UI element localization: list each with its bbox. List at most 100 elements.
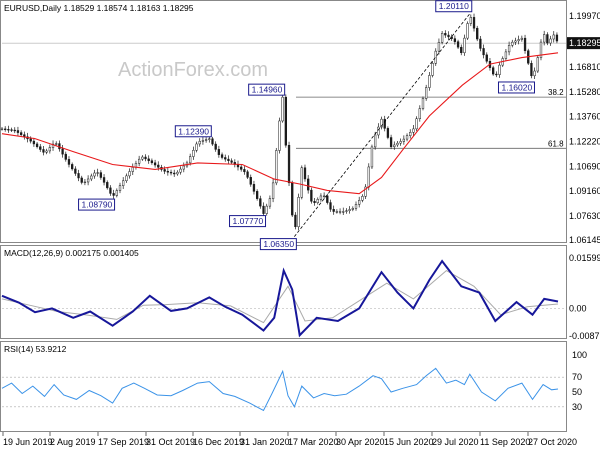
candle-body (112, 193, 115, 196)
candle-body (549, 38, 552, 44)
candle-body (74, 168, 77, 174)
price-label-text: 1.06350 (263, 239, 294, 249)
candle-body (128, 171, 131, 177)
candle-body (316, 199, 319, 203)
candle-body (230, 160, 233, 163)
price-tick-label: 1.15280 (569, 87, 600, 97)
candle-body (77, 173, 80, 179)
candle-body (214, 143, 217, 150)
x-tick-label: 27 Oct 2020 (528, 437, 577, 447)
candle-body (275, 150, 278, 184)
candle-body (552, 34, 555, 40)
candle-body (498, 64, 501, 75)
candle-body (348, 209, 351, 211)
candle-body (109, 187, 112, 194)
current-price-box (567, 37, 600, 50)
candle-body (370, 146, 374, 168)
candle-body (367, 166, 370, 188)
watermark: ActionForex.com (118, 59, 268, 81)
price-label-text: 1.12390 (178, 126, 209, 136)
candle-body (476, 27, 479, 40)
candle-body (469, 17, 472, 24)
candle-body (144, 156, 147, 160)
candle-body (300, 167, 303, 198)
candle-body (262, 205, 265, 214)
candle-body (45, 150, 48, 153)
price-label-box (174, 125, 212, 138)
candle-body (351, 208, 354, 210)
candle-body (412, 128, 415, 133)
candle-body (268, 198, 272, 207)
candle-body (326, 195, 329, 203)
candle-body (460, 46, 463, 54)
candle-body (217, 149, 221, 155)
candle-body (13, 129, 16, 132)
x-tick-label: 30 Apr 2020 (336, 437, 385, 447)
candle-body (495, 73, 498, 76)
candle-body (227, 158, 230, 161)
macd-tick-label: 0.015991 (569, 253, 600, 263)
price-label-text: 1.16020 (501, 82, 532, 92)
price-header: EURUSD,Daily 1.18529 1.18574 1.18163 1.1… (4, 3, 194, 13)
candle-body (332, 209, 335, 212)
price-tick-label: 1.06145 (569, 235, 600, 245)
candle-body (421, 98, 425, 109)
candle-body (399, 141, 402, 144)
candle-body (83, 181, 87, 184)
candle-body (322, 195, 326, 197)
candle-body (354, 204, 358, 209)
x-tick-label: 11 Sep 2020 (480, 437, 530, 447)
candle-body (96, 172, 99, 174)
candle-body (307, 178, 310, 191)
candle-body (380, 118, 383, 128)
candle-body (444, 33, 447, 36)
price-label-text: 1.08790 (82, 200, 113, 210)
price-label-box (435, 0, 473, 13)
candle-body (546, 34, 549, 44)
candle-body (102, 177, 106, 183)
price-layer: 38.2 61.8 1.08790 1.12390 1.07770 1.14960 1.06… (0, 0, 566, 251)
candle-body (310, 189, 313, 202)
candle-body (249, 177, 252, 185)
candle-body (456, 41, 460, 48)
candle-body (345, 210, 348, 212)
candle-body (16, 130, 20, 133)
candle-body (64, 153, 67, 160)
candle-body (504, 51, 508, 59)
candle-body (361, 196, 364, 201)
candle-body (265, 205, 268, 214)
candle-body (281, 96, 284, 122)
candle-body (157, 164, 160, 168)
candle-body (450, 36, 453, 39)
candle-body (61, 148, 64, 155)
fib-level-label: 61.8 (548, 139, 564, 148)
current-price-label: 1.18295 (569, 38, 600, 48)
candle-body (39, 146, 42, 150)
candle-body (313, 201, 316, 203)
candle-body (189, 156, 192, 164)
candle-body (131, 167, 134, 172)
price-label-box (497, 81, 535, 94)
rsi-header: RSI(14) 53.9212 (4, 344, 67, 354)
candle-body (409, 132, 412, 136)
candle-body (93, 172, 96, 177)
candle-body (42, 149, 45, 153)
candle-body (447, 34, 450, 38)
candle-body (393, 144, 396, 147)
x-tick-label: 16 Dec 2019 (193, 437, 244, 447)
macd-header: MACD(12,26,9) 0.002175 0.001405 (4, 248, 139, 258)
candle-body (492, 67, 495, 75)
candle-body (106, 182, 109, 189)
candle-body (402, 138, 406, 142)
candle-body (278, 120, 281, 151)
price-tick-label: 1.13760 (569, 112, 600, 122)
candle-body (86, 178, 90, 183)
price-label-text: 1.07770 (233, 216, 264, 226)
candle-body (479, 38, 482, 49)
candle-body (466, 23, 469, 39)
x-tick-label: 31 Oct 2019 (146, 437, 195, 447)
price-label-box (229, 215, 267, 228)
candle-body (19, 132, 23, 135)
candle-body (294, 214, 297, 228)
